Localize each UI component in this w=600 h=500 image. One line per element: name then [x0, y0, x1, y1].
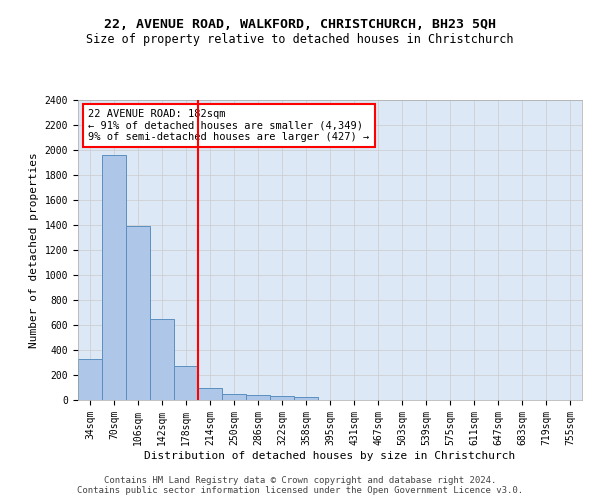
Bar — [174, 366, 198, 400]
Text: 22 AVENUE ROAD: 182sqm
← 91% of detached houses are smaller (4,349)
9% of semi-d: 22 AVENUE ROAD: 182sqm ← 91% of detached… — [88, 109, 370, 142]
Bar — [150, 320, 174, 400]
Bar — [222, 394, 246, 400]
Bar — [78, 360, 102, 400]
Text: Size of property relative to detached houses in Christchurch: Size of property relative to detached ho… — [86, 32, 514, 46]
Y-axis label: Number of detached properties: Number of detached properties — [29, 152, 39, 348]
Text: 22, AVENUE ROAD, WALKFORD, CHRISTCHURCH, BH23 5QH: 22, AVENUE ROAD, WALKFORD, CHRISTCHURCH,… — [104, 18, 496, 30]
Text: Contains HM Land Registry data © Crown copyright and database right 2024.: Contains HM Land Registry data © Crown c… — [104, 476, 496, 485]
Bar — [198, 388, 222, 400]
Bar — [102, 155, 126, 400]
Bar — [126, 226, 150, 400]
Bar — [294, 397, 318, 400]
Bar — [270, 396, 294, 400]
Text: Contains public sector information licensed under the Open Government Licence v3: Contains public sector information licen… — [77, 486, 523, 495]
Bar — [246, 395, 270, 400]
X-axis label: Distribution of detached houses by size in Christchurch: Distribution of detached houses by size … — [145, 450, 515, 460]
